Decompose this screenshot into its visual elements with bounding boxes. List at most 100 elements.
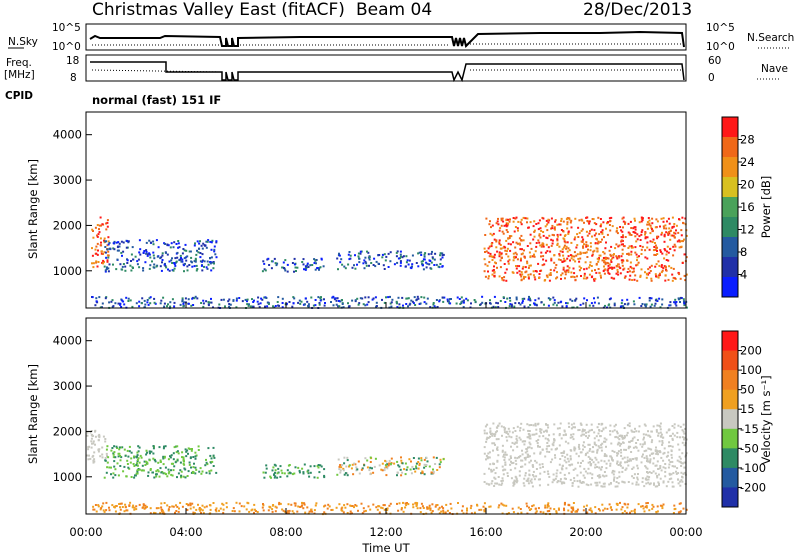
velocity-cell [366,459,369,462]
power-cell [582,251,585,254]
power-cell [542,217,545,220]
power-cell [622,216,625,219]
power-cell [372,264,375,266]
velocity-cell [629,511,631,514]
power-cell [314,299,317,301]
velocity-cell [160,471,163,474]
power-cell [413,296,416,299]
velocity-cell [195,454,198,457]
velocity-cell [235,501,238,504]
velocity-cell [654,464,657,467]
power-cell [505,279,508,282]
power-cell [155,239,158,242]
velocity-cell [531,474,534,476]
power-cell [678,218,680,221]
velocity-cell [539,466,542,469]
power-cell [615,230,618,233]
velocity-cell [594,463,597,466]
velocity-cell [542,435,545,438]
velocity-cell [657,450,660,453]
velocity-cell [596,484,599,487]
power-cell [262,260,265,263]
velocity-cell [491,480,494,483]
power-cell [606,221,609,223]
velocity-cell [193,512,196,514]
velocity-cell [113,445,116,448]
velocity-cell [396,460,399,463]
velocity-cell [678,460,681,463]
velocity-cell [589,472,592,475]
velocity-cell [420,502,423,505]
power-cell [498,239,501,242]
power-cell [635,240,638,243]
power-cell [534,278,537,281]
power-cell [168,269,171,272]
power-cell [515,267,518,270]
velocity-cell [504,453,507,456]
velocity-cell [623,448,626,451]
velocity-cell [147,471,150,474]
velocity-cell [598,509,601,512]
velocity-cell [504,451,507,454]
power-cell [685,306,688,309]
power-cell [263,296,266,299]
velocity-cell [300,505,303,508]
velocity-cell [649,435,652,438]
power-cell [515,256,517,259]
power-cell [608,272,611,275]
power-cell [198,242,201,245]
power-cell [598,233,601,236]
velocity-cell [304,511,307,514]
power-cell [583,268,586,271]
power-cell [332,304,335,307]
power-cell [264,269,267,272]
velocity-cell [508,435,511,438]
power-cell [275,264,278,267]
power-cell [508,237,511,239]
power-cell [662,225,665,228]
velocity-cell [603,507,606,510]
velocity-cell [350,505,353,507]
power-cell [131,305,134,308]
velocity-cell [683,471,686,474]
power-cell [499,244,502,246]
velocity-cell [353,506,355,509]
velocity-cell [356,468,359,471]
power-cell [594,269,596,272]
power-cell [504,301,507,303]
power-cell [566,227,569,230]
power-cell [606,269,609,272]
velocity-cell [644,478,647,481]
power-cell [538,234,541,237]
velocity-cell [191,448,193,450]
power-cell [674,298,677,301]
power-cell [549,298,551,301]
power-cell [585,245,588,248]
velocity-cell [503,453,505,456]
velocity-cell [192,456,195,458]
velocity-cell [657,434,660,437]
power-cell [573,272,576,275]
velocity-cell [643,456,646,459]
power-cell [402,304,404,307]
velocity-cell [637,503,640,506]
power-cell [498,275,501,278]
power-cell [585,251,588,254]
velocity-cell [621,434,624,437]
power-cell [161,261,163,264]
velocity-cell [429,507,432,510]
velocity-cell [643,423,646,426]
power-cell [395,300,398,303]
power-cell [123,303,126,306]
velocity-cell [586,436,589,439]
power-cell [627,231,630,234]
power-cell [201,269,204,272]
velocity-cell [364,509,367,512]
velocity-cell [383,504,386,507]
velocity-cell [558,427,561,430]
velocity-cell [641,480,644,483]
velocity-cell [176,459,179,462]
velocity-cell [589,461,591,464]
velocity-cell [509,455,512,458]
velocity-cell [136,451,139,454]
